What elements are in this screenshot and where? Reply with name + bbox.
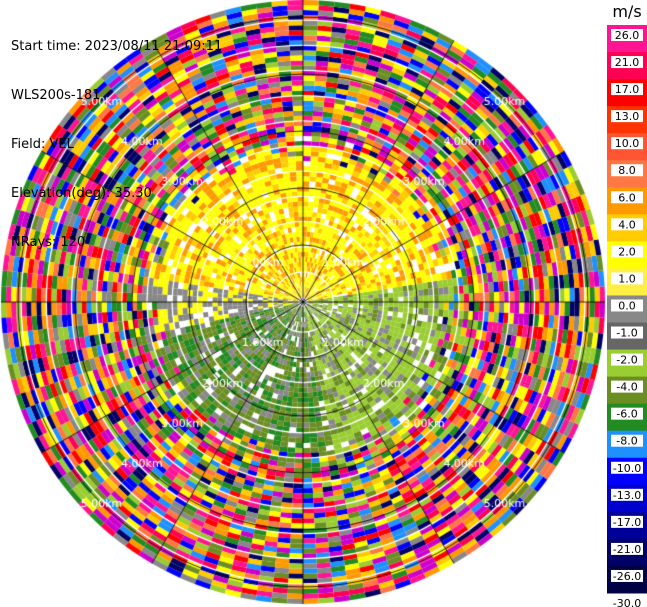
colorbar-tick-label: -1.0 — [616, 327, 637, 340]
colorbar-tick-label: -26.0 — [613, 570, 641, 583]
start-time-label: Start time: 2023/08/11 21:09:11 — [11, 39, 223, 54]
colorbar-tick-label: -13.0 — [613, 489, 641, 502]
colorbar-tick-label: -21.0 — [613, 543, 641, 556]
colorbar-tick-label: 17.0 — [615, 83, 640, 96]
elevation-label: Elevation(deg): 35.30 — [11, 186, 152, 201]
colorbar-tick-label: -4.0 — [616, 381, 637, 394]
colorbar-tick-label: -2.0 — [616, 354, 637, 367]
colorbar-tick-label: 0.0 — [618, 299, 636, 312]
colorbar-tick-label: -30.0 — [613, 597, 641, 607]
instrument-label: WLS200s-181 — [11, 88, 101, 103]
colorbar-tick-label: 26.0 — [615, 29, 640, 42]
colorbar-title: m/s — [612, 2, 641, 21]
colorbar-tick-label: 6.0 — [618, 191, 636, 204]
colorbar-tick-label: 4.0 — [618, 218, 636, 231]
colorbar-tick-label: -10.0 — [613, 462, 641, 475]
colorbar-tick-label: 13.0 — [615, 110, 640, 123]
colorbar-tick-label: 8.0 — [618, 164, 636, 177]
colorbar-tick-label: 1.0 — [618, 272, 636, 285]
colorbar-tick-label: 21.0 — [615, 56, 640, 69]
colorbar-tick-label: 10.0 — [615, 137, 640, 150]
colorbar-tick-label: -6.0 — [616, 408, 637, 421]
colorbar-tick-label: 2.0 — [618, 245, 636, 258]
metadata-block: Start time: 2023/08/11 21:09:11 WLS200s-… — [11, 6, 222, 268]
colorbar-tick-label: -8.0 — [616, 435, 637, 448]
field-label: Field: VEL — [11, 137, 74, 152]
nrays-label: NRays: 120 — [11, 235, 86, 250]
colorbar-tick-label: -17.0 — [613, 516, 641, 529]
